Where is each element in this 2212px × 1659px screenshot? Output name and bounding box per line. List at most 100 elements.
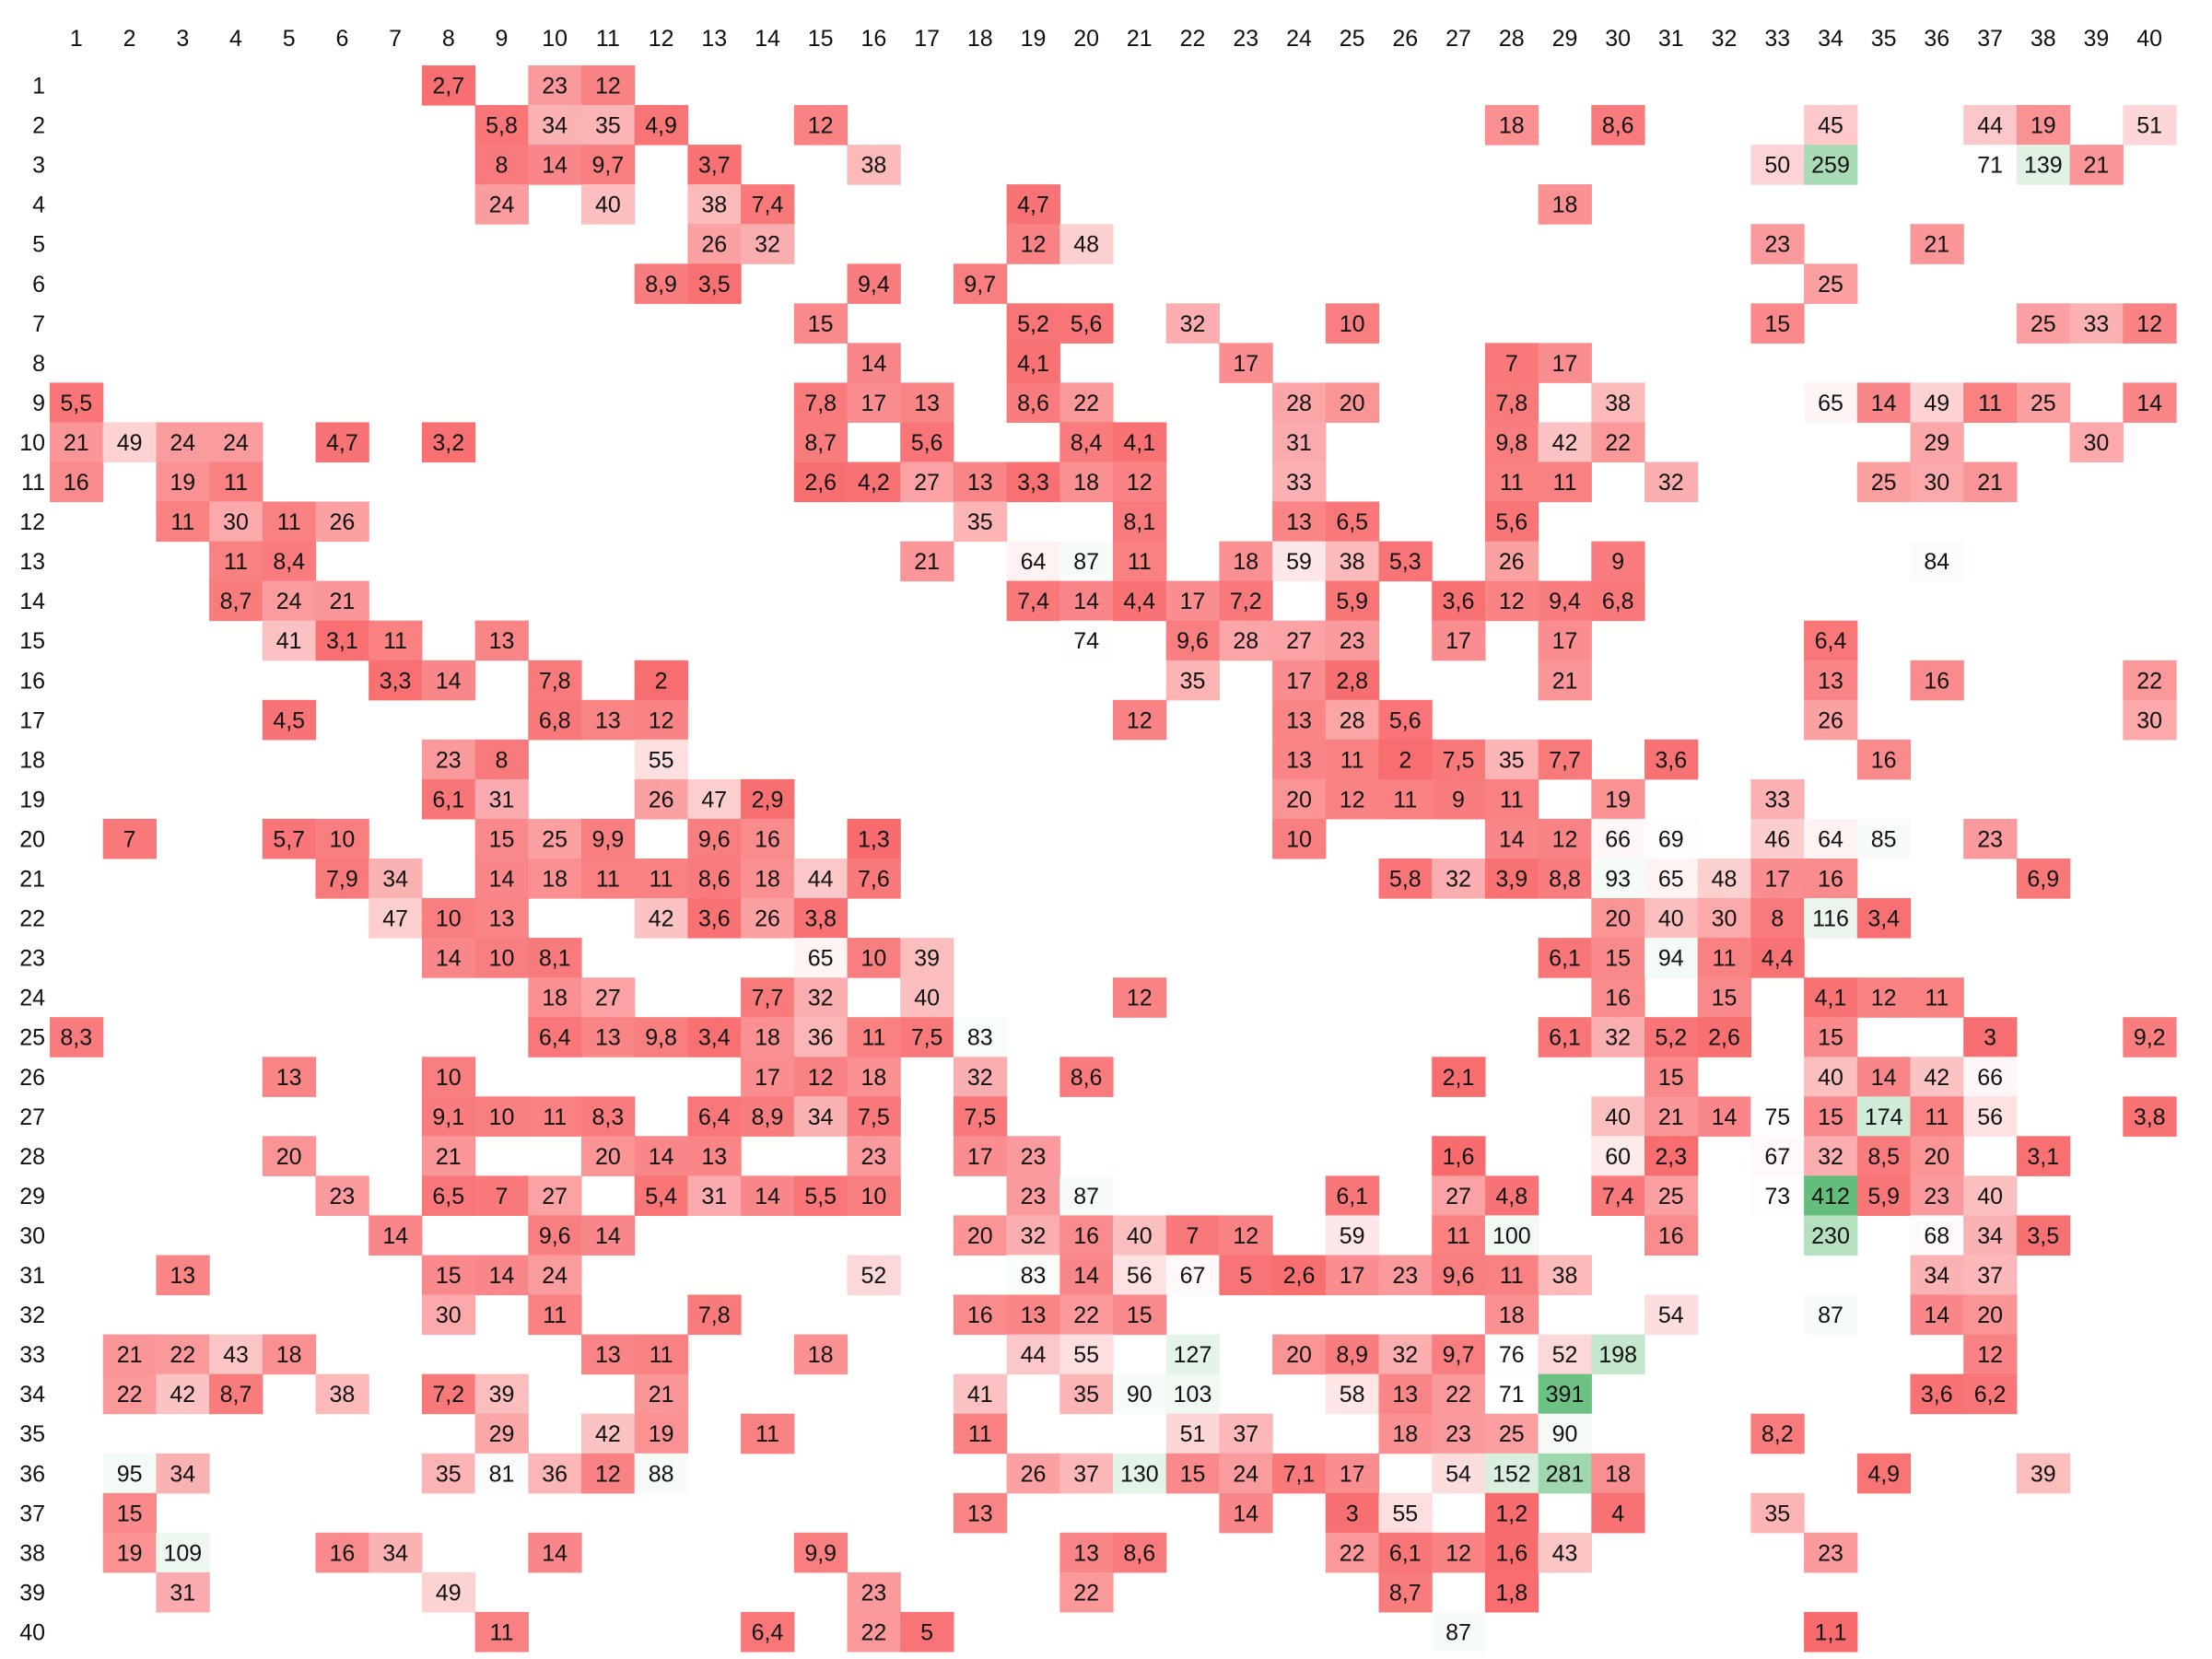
- cell-fill: [741, 1175, 795, 1216]
- cell-value: 9,6: [698, 827, 731, 853]
- cell-fill: [1484, 501, 1539, 543]
- cell-fill: [793, 1017, 849, 1057]
- heatmap-cell: 1,2: [1484, 1492, 1539, 1534]
- cell-value: 20: [1340, 391, 1365, 416]
- heatmap-cell: 18: [262, 1334, 317, 1375]
- cell-value: 6,4: [539, 1025, 571, 1051]
- row-label: 7: [32, 311, 45, 337]
- cell-fill: [1165, 303, 1220, 344]
- cell-fill: [1856, 1096, 1912, 1137]
- cell-fill: [1432, 1334, 1486, 1375]
- heatmap-cell: 25: [2016, 382, 2071, 423]
- cell-fill: [1804, 977, 1858, 1018]
- cell-value: 8,1: [1123, 509, 1155, 535]
- cell-fill: [474, 778, 529, 820]
- heatmap-cell: 38: [847, 145, 901, 185]
- cell-fill: [900, 977, 954, 1018]
- cell-value: 7: [1505, 351, 1518, 377]
- cell-fill: [1219, 580, 1273, 622]
- cell-value: 55: [1073, 1342, 1099, 1368]
- heatmap-cell: 39: [474, 1373, 529, 1415]
- cell-fill: [1484, 1373, 1539, 1415]
- cell-fill: [2069, 145, 2124, 185]
- cell-value: 23: [1392, 1263, 1418, 1289]
- cell-fill: [209, 1334, 263, 1375]
- cell-fill: [1378, 1492, 1433, 1534]
- cell-value: 10: [489, 946, 515, 972]
- heatmap-cell: 23: [421, 739, 476, 780]
- heatmap-cell: 25: [1644, 1175, 1699, 1216]
- cell-fill: [156, 1532, 210, 1573]
- heatmap-cell: 24: [474, 184, 529, 225]
- heatmap-cell: 14: [1856, 1057, 1912, 1097]
- heatmap-cell: 23: [528, 65, 582, 106]
- cell-fill: [2123, 1017, 2177, 1057]
- heatmap-cell: 73: [1750, 1175, 1805, 1216]
- cell-fill: [1165, 660, 1220, 701]
- cell-fill: [793, 1096, 849, 1137]
- cell-fill: [1059, 580, 1114, 622]
- row-label: 20: [19, 827, 45, 853]
- heatmap-cell: 11: [528, 1294, 582, 1336]
- cell-value: 34: [382, 1540, 408, 1566]
- cell-fill: [209, 422, 263, 462]
- heatmap-cell: 11: [156, 501, 210, 543]
- row-label: 39: [19, 1580, 45, 1606]
- cell-value: 7,8: [698, 1303, 731, 1328]
- column-label: 31: [1658, 26, 1684, 52]
- cell-fill: [1113, 699, 1167, 741]
- cell-fill: [1697, 898, 1751, 939]
- heatmap-cell: 33: [1750, 778, 1805, 820]
- heatmap-cell: 12: [1538, 818, 1592, 859]
- cell-fill: [209, 541, 263, 582]
- cell-fill: [634, 1413, 688, 1455]
- cell-value: 40: [1605, 1104, 1631, 1130]
- cell-fill: [528, 1294, 582, 1336]
- heatmap-cell: 6,1: [1538, 1017, 1592, 1057]
- cell-value: 22: [1340, 1540, 1365, 1566]
- cell-value: 18: [542, 867, 568, 893]
- cell-fill: [1378, 1255, 1433, 1296]
- cell-value: 18: [1499, 113, 1525, 139]
- cell-value: 11: [543, 1303, 567, 1328]
- heatmap-cell: 74: [1059, 620, 1114, 661]
- cell-value: 22: [2136, 668, 2162, 694]
- cell-value: 42: [595, 1421, 621, 1447]
- cell-value: 17: [1286, 668, 1312, 694]
- cell-fill: [2123, 699, 2177, 741]
- heatmap-cell: 9,2: [2123, 1017, 2177, 1057]
- heatmap-cell: 13: [581, 699, 636, 741]
- heatmap-cell: 45: [1804, 105, 1858, 146]
- heatmap-cell: 12: [634, 699, 688, 741]
- cell-value: 13: [1818, 668, 1843, 694]
- cell-value: 6,5: [1336, 509, 1368, 535]
- cell-value: 7,1: [1283, 1461, 1316, 1487]
- cell-value: 1,1: [1815, 1620, 1847, 1646]
- cell-fill: [1432, 1611, 1486, 1653]
- cell-fill: [1484, 461, 1539, 503]
- cell-value: 15: [117, 1501, 143, 1526]
- cell-value: 412: [1811, 1184, 1850, 1209]
- heatmap-cell: 13: [581, 1017, 636, 1057]
- heatmap-cell: 5: [1219, 1255, 1273, 1296]
- heatmap-cell: 23: [1804, 1532, 1858, 1573]
- cell-value: 14: [1712, 1104, 1738, 1130]
- cell-value: 11: [1925, 986, 1949, 1011]
- cell-value: 39: [2031, 1461, 2056, 1487]
- cell-value: 3,9: [1495, 867, 1527, 893]
- cell-value: 13: [489, 906, 515, 932]
- heatmap-cell: 37: [1963, 1255, 2018, 1296]
- heatmap-cell: 87: [1804, 1294, 1858, 1336]
- cell-fill: [1219, 541, 1273, 582]
- cell-value: 55: [1392, 1501, 1418, 1526]
- cell-value: 13: [967, 1501, 993, 1526]
- cell-fill: [474, 1453, 529, 1494]
- cell-fill: [1219, 1413, 1273, 1455]
- heatmap-cell: 3,1: [315, 620, 369, 661]
- cell-fill: [1378, 541, 1433, 582]
- cell-fill: [1006, 1453, 1060, 1494]
- heatmap-cell: 8,6: [1113, 1532, 1167, 1573]
- cell-fill: [1750, 145, 1805, 185]
- cell-fill: [1538, 620, 1592, 661]
- cell-value: 4,8: [1495, 1184, 1527, 1209]
